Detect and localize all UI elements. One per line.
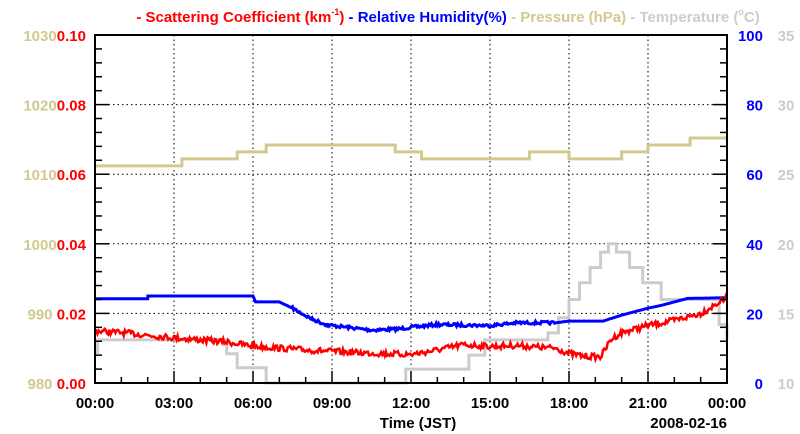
scattering-tick-label: 0.04	[57, 237, 87, 254]
pressure-tick-label: 990	[27, 306, 52, 323]
pressure-tick-label: 1020	[23, 98, 56, 115]
temperature-tick-label: 20	[778, 237, 795, 254]
series-relative-humidity	[95, 294, 728, 335]
scattering-tick-label: 0.08	[57, 98, 86, 115]
tick-labels: 00:00 03:00 06:00 09:00 12:00 15:00 18:00 21:00…	[23, 28, 794, 412]
date-label: 2008-02-16	[650, 415, 727, 432]
x-axis-label: Time (JST)	[380, 415, 456, 432]
temperature-tick-label: 15	[778, 306, 795, 323]
title-part: - Relative Humidity(%)	[344, 9, 507, 26]
title-part: C)	[744, 9, 760, 26]
temperature-tick-label: 25	[778, 167, 795, 184]
title-part: - Temperature (	[626, 9, 738, 26]
x-tick-label: 06:00	[234, 395, 272, 412]
x-tick-label: 00:00	[708, 395, 746, 412]
x-tick-label: 15:00	[471, 395, 509, 412]
scattering-tick-label: 0.02	[57, 306, 86, 323]
temperature-tick-label: 35	[778, 28, 795, 45]
scattering-tick-label: 0.10	[57, 28, 86, 45]
scattering-tick-label: 0.06	[57, 167, 86, 184]
humidity-tick-label: 60	[746, 167, 763, 184]
x-tick-label: 03:00	[155, 395, 193, 412]
x-tick-label: 21:00	[629, 395, 667, 412]
humidity-tick-label: 20	[746, 306, 763, 323]
humidity-tick-label: 80	[746, 98, 763, 115]
title-part: - Scattering Coefficient (km	[136, 9, 331, 26]
title-part: - Pressure (hPa)	[507, 9, 626, 26]
series-pressure	[95, 136, 727, 168]
pressure-tick-label: 980	[27, 376, 52, 393]
humidity-tick-label: 100	[738, 28, 763, 45]
ticks	[94, 34, 728, 384]
chart-title: - Scattering Coefficient (km-1) - Relati…	[136, 7, 759, 26]
scattering-tick-label: 0.00	[57, 376, 86, 393]
x-tick-label: 18:00	[550, 395, 588, 412]
title-part: )	[339, 9, 344, 26]
x-tick-label: 12:00	[392, 395, 430, 412]
pressure-tick-label: 1010	[23, 167, 56, 184]
x-tick-label: 00:00	[76, 395, 114, 412]
grid	[95, 35, 727, 383]
humidity-tick-label: 0	[755, 376, 763, 393]
temperature-tick-label: 10	[778, 376, 795, 393]
title-superscript: o	[738, 7, 744, 17]
series-scattering-coefficient	[94, 292, 729, 364]
series-layer	[94, 136, 729, 385]
title-superscript: -1	[331, 7, 339, 17]
pressure-tick-label: 1000	[23, 237, 56, 254]
temperature-tick-label: 30	[778, 98, 795, 115]
humidity-tick-label: 40	[746, 237, 763, 254]
series-temperature	[95, 242, 729, 385]
x-tick-label: 09:00	[313, 395, 351, 412]
pressure-tick-label: 1030	[23, 28, 56, 45]
